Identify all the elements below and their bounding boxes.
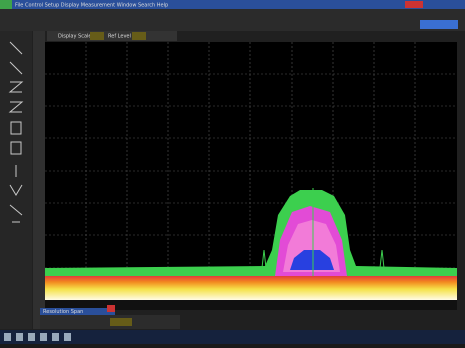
ref-value[interactable] — [132, 32, 146, 40]
panel-field[interactable] — [110, 318, 132, 326]
taskbar-icons[interactable] — [4, 333, 71, 341]
settings-bar — [47, 31, 177, 41]
tool-icons — [8, 41, 24, 223]
grid — [45, 42, 457, 300]
ref-label: Ref Level — [108, 34, 131, 40]
left-toolbar — [0, 31, 32, 329]
spurs — [261, 188, 385, 276]
toolbar-button[interactable] — [420, 20, 458, 29]
window-button[interactable] — [405, 1, 423, 8]
app-icon — [0, 0, 12, 9]
noise-floor — [45, 276, 457, 300]
toolbar — [0, 9, 465, 31]
scale-value[interactable] — [90, 32, 104, 40]
menu-bar[interactable]: File Control Setup Display Measurement W… — [15, 3, 168, 9]
taskbar — [0, 330, 465, 344]
panel-close[interactable] — [107, 305, 115, 312]
spectrum-green — [45, 190, 457, 276]
panel-title: Resolution Span — [43, 309, 83, 315]
side-panel — [33, 31, 45, 329]
spectrum-blue — [290, 250, 334, 270]
panel-title-bar — [40, 308, 115, 315]
scale-label: Display Scale — [58, 34, 91, 40]
title-bar — [0, 0, 465, 9]
x-axis — [45, 300, 457, 310]
